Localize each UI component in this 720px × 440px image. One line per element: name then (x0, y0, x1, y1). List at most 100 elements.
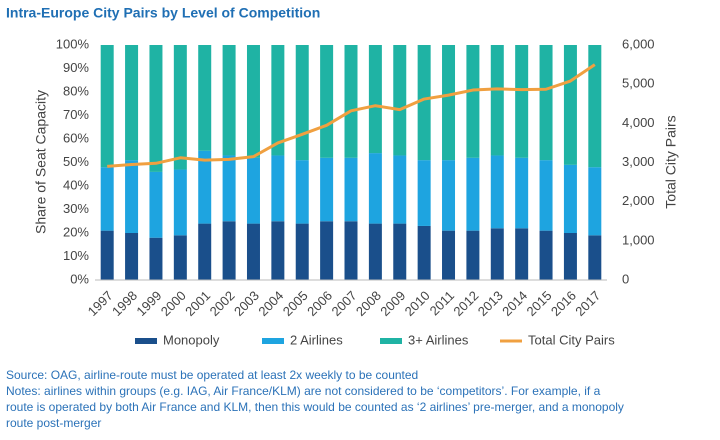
x-tick-label: 2017 (572, 288, 603, 319)
y2-tick-label: 2,000 (622, 193, 655, 208)
bar (393, 223, 407, 280)
legend-swatch (135, 338, 157, 344)
bar (198, 150, 212, 224)
bar (539, 160, 553, 231)
bar (222, 155, 236, 222)
bar (368, 45, 382, 154)
x-tick-label: 2004 (255, 288, 286, 319)
y2-axis-label: Total City Pairs (663, 115, 679, 208)
bar (149, 45, 163, 172)
bar (246, 157, 260, 224)
bar (198, 45, 212, 151)
bar (271, 221, 285, 280)
bar (539, 230, 553, 280)
y2-tick-label: 5,000 (622, 76, 655, 91)
x-tick-label: 2011 (427, 288, 457, 318)
bar (466, 157, 480, 231)
bar (515, 157, 529, 229)
y2-tick-label: 4,000 (622, 115, 655, 130)
y-tick-label: 40% (63, 177, 89, 192)
bar (149, 171, 163, 238)
bar (173, 45, 187, 170)
x-tick-label: 2003 (231, 288, 262, 319)
bar (295, 45, 309, 161)
y-tick-label: 60% (63, 130, 89, 145)
line (107, 63, 596, 168)
bar (368, 223, 382, 280)
bar (442, 230, 456, 280)
x-tick-label: 1999 (133, 288, 164, 319)
bar (466, 45, 480, 158)
x-tick-label: 2006 (304, 288, 335, 319)
bar (100, 230, 114, 280)
x-tick-label: 2013 (475, 288, 506, 319)
x-tick-label: 2014 (499, 288, 530, 319)
y2-tick-label: 3,000 (622, 154, 655, 169)
bar (100, 167, 114, 231)
bar (173, 235, 187, 280)
bar (246, 45, 260, 158)
x-tick-label: 2010 (402, 288, 433, 319)
bar (271, 155, 285, 222)
bar (100, 45, 114, 168)
legend-label: Total City Pairs (528, 332, 615, 347)
bar (417, 45, 431, 161)
x-tick-label: 2008 (353, 288, 384, 319)
legend-swatch (262, 338, 284, 344)
y-tick-label: 50% (63, 154, 89, 169)
y-tick-label: 0% (70, 271, 89, 286)
x-tick-label: 2016 (548, 288, 579, 319)
x-tick-label: 2012 (450, 288, 481, 319)
bar (125, 45, 139, 161)
bar (393, 155, 407, 224)
bar (246, 223, 260, 280)
bar (515, 228, 529, 280)
legend-label: 2 Airlines (290, 332, 343, 347)
note-line: route post-merger (6, 416, 101, 430)
y-tick-label: 100% (56, 36, 90, 51)
y2-tick-label: 6,000 (622, 36, 655, 51)
bar (320, 221, 334, 280)
note-line: Notes: airlines within groups (e.g. IAG,… (6, 384, 601, 398)
bar (490, 45, 504, 156)
bar (173, 169, 187, 236)
bar (222, 45, 236, 156)
y-tick-label: 10% (63, 248, 89, 263)
y-axis-label: Share of Seat Capacity (33, 90, 49, 234)
x-tick-label: 1997 (85, 288, 116, 319)
y-tick-label: 30% (63, 201, 89, 216)
bar (368, 153, 382, 224)
bar (295, 160, 309, 224)
y-tick-label: 90% (63, 60, 89, 75)
bar (295, 223, 309, 280)
chart-title: Intra-Europe City Pairs by Level of Comp… (6, 5, 320, 21)
bar (320, 157, 334, 222)
bar (563, 164, 577, 233)
bar (320, 45, 334, 158)
bar (271, 45, 285, 156)
bar (125, 160, 139, 233)
bar (344, 221, 358, 280)
y-tick-label: 80% (63, 83, 89, 98)
x-tick-label: 2000 (158, 288, 189, 319)
x-tick-label: 2005 (280, 288, 311, 319)
source-note: Source: OAG, airline-route must be opera… (6, 368, 418, 382)
bar (442, 45, 456, 161)
x-tick-label: 2015 (524, 288, 555, 319)
bar (539, 45, 553, 161)
bar (393, 45, 407, 156)
bar (198, 223, 212, 280)
bar (149, 237, 163, 280)
bar (466, 230, 480, 280)
x-tick-label: 2002 (207, 288, 238, 319)
bar (563, 45, 577, 165)
bar (588, 235, 602, 280)
legend-label: 3+ Airlines (408, 332, 469, 347)
y-tick-label: 70% (63, 107, 89, 122)
legend-swatch (380, 338, 402, 344)
x-tick-label: 2007 (328, 288, 359, 319)
bar (442, 160, 456, 231)
legend-label: Monopoly (163, 332, 220, 347)
bar (344, 157, 358, 222)
